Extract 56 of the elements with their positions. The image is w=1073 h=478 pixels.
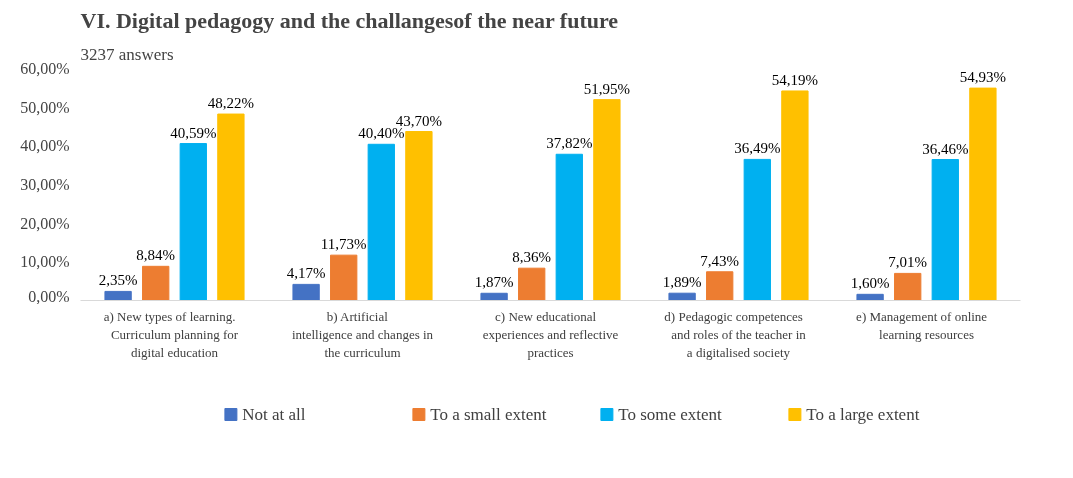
data-label: 4,17%	[286, 265, 326, 282]
x-tick-label: e) Management of online learning resources	[856, 308, 988, 342]
y-tick-label: 30,00%	[20, 176, 70, 193]
data-label: 51,95%	[583, 80, 631, 97]
bar	[367, 143, 395, 301]
y-tick-label: 20,00%	[20, 214, 70, 232]
data-label: 1,87%	[474, 274, 514, 291]
data-label: 54,19%	[771, 71, 819, 88]
y-tick-label: 50,00%	[20, 98, 70, 116]
data-label: 36,46%	[922, 140, 969, 157]
legend-label: To some extent	[618, 405, 723, 424]
x-tick-label: b) Artificial intelligence and changes in the curriculum	[291, 308, 434, 360]
bar	[330, 254, 358, 301]
y-tick-label: 60,00%	[20, 60, 70, 77]
x-tick-label: c) New educational experiences and reflective practices	[482, 308, 619, 360]
legend-label: To a small extent	[430, 405, 547, 424]
y-tick-label: 40,00%	[20, 137, 70, 155]
y-tick-label: 10,00%	[20, 253, 70, 271]
legend-label: To a large extent	[806, 405, 920, 424]
bar	[894, 272, 922, 301]
bar	[706, 271, 734, 301]
data-label: 1,60%	[850, 275, 890, 292]
bar	[480, 292, 508, 301]
data-label: 8,36%	[512, 249, 552, 266]
data-label: 11,73%	[320, 236, 367, 253]
data-label: 1,89%	[662, 274, 702, 291]
data-label: 8,84%	[136, 247, 176, 264]
y-tick-label: 0,00%	[28, 287, 70, 305]
bar	[405, 131, 433, 301]
bar	[104, 290, 132, 301]
x-tick-label: a) New types of learning. Curriculum planning for digital education	[103, 308, 239, 360]
bar	[856, 293, 884, 301]
chart-subtitle: 3237 answers	[80, 44, 174, 64]
data-label: 36,49%	[734, 140, 781, 157]
bar	[292, 283, 320, 301]
chart-title: VI. Digital pedagogy and the challangesof the near future	[80, 7, 619, 33]
data-label: 40,59%	[170, 124, 217, 141]
x-tick-label: d) Pedagogic competences and roles of the teacher in a digitalised society	[664, 308, 807, 360]
bar	[217, 113, 245, 301]
legend-label: Not at all	[242, 405, 306, 424]
bar	[593, 99, 621, 301]
bar	[969, 87, 997, 301]
bar	[931, 159, 959, 301]
data-label: 2,35%	[98, 272, 138, 289]
data-label: 7,43%	[700, 252, 740, 269]
bar	[555, 153, 583, 301]
bar	[179, 143, 207, 301]
data-label: 7,01%	[888, 254, 928, 271]
bar	[518, 267, 546, 301]
bar	[743, 158, 771, 301]
data-label: 48,22%	[207, 95, 255, 112]
bar	[781, 90, 809, 301]
data-label: 54,93%	[959, 69, 1007, 86]
bar	[668, 292, 696, 301]
bar	[142, 265, 170, 301]
data-label: 37,82%	[546, 135, 593, 152]
